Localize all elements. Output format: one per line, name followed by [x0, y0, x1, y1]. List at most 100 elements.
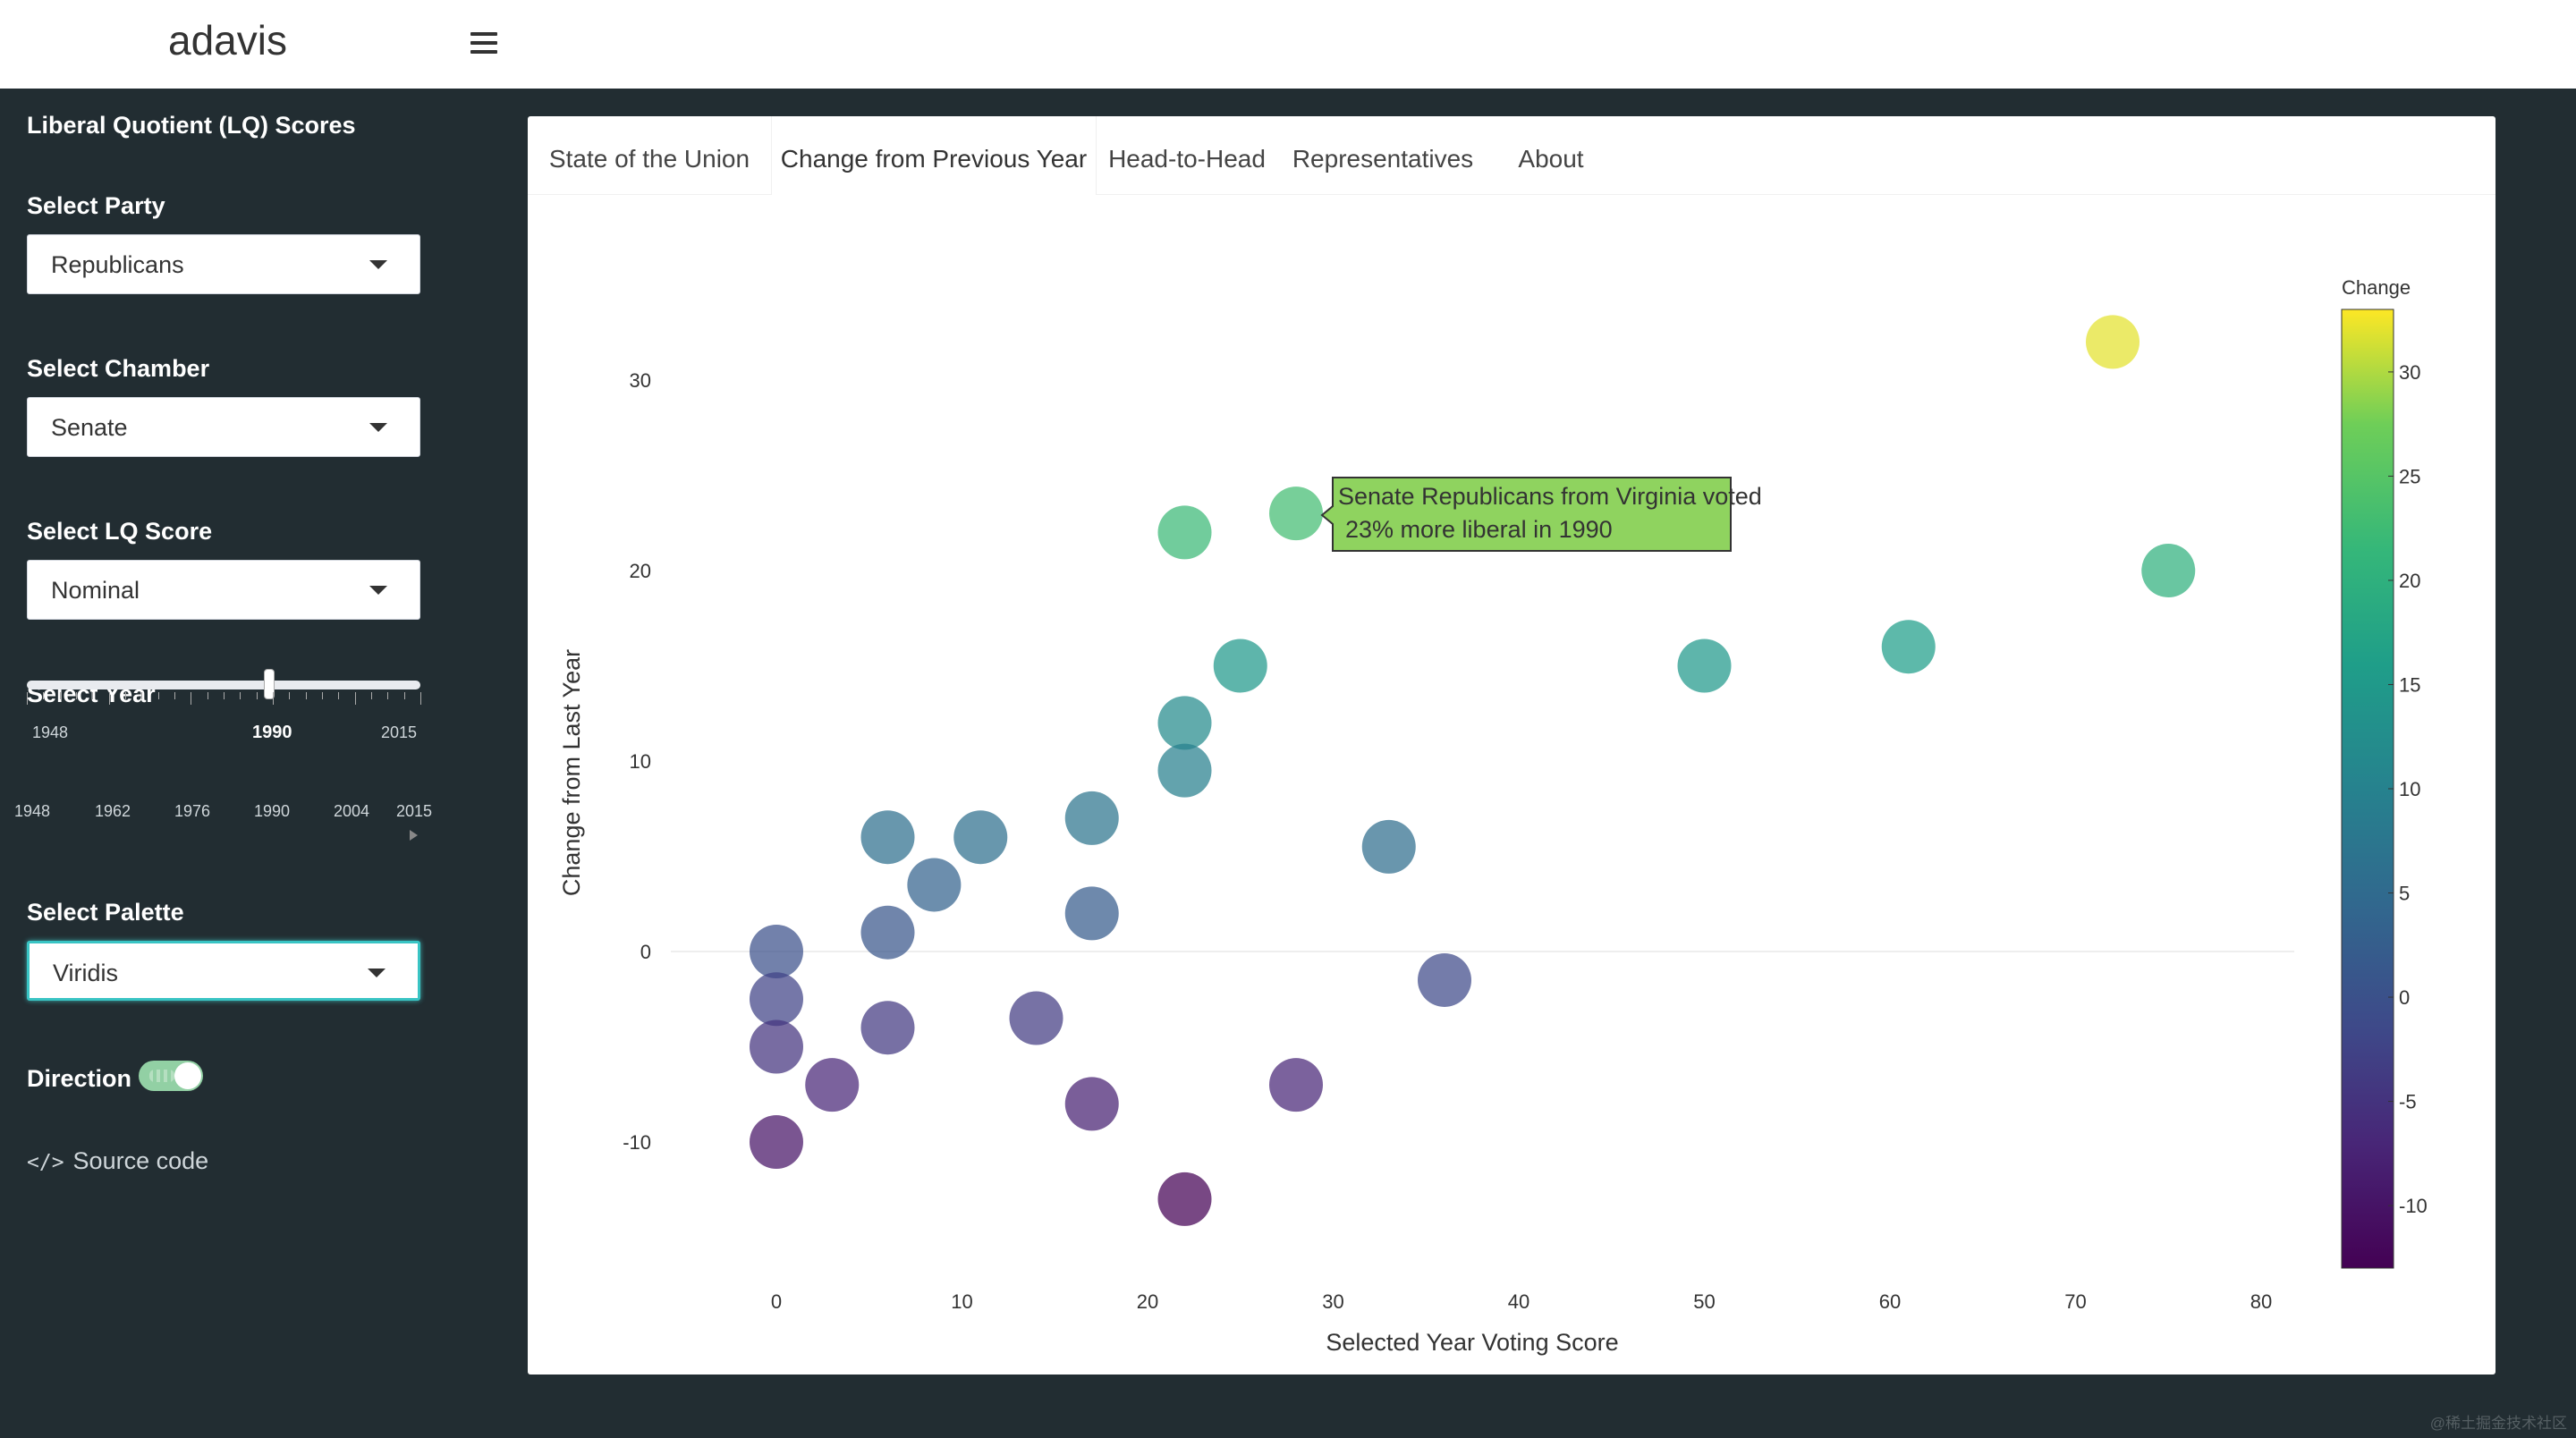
scatter-point[interactable] [1009, 991, 1063, 1045]
hamburger-menu-icon[interactable] [470, 32, 497, 55]
source-code-link[interactable]: </> Source code [27, 1147, 208, 1175]
x-axis-title: Selected Year Voting Score [1326, 1329, 1618, 1356]
tab-change-from-previous-year[interactable]: Change from Previous Year [771, 116, 1097, 195]
year-slider-ticks [27, 692, 421, 710]
year-slider-tick [240, 692, 242, 699]
brand-title: adavis [168, 17, 287, 63]
palette-select[interactable]: Viridis [27, 941, 420, 1001]
colorbar-tick-label: 0 [2399, 986, 2410, 1009]
year-slider-tick [338, 692, 340, 699]
scatter-point[interactable] [1064, 886, 1119, 941]
x-tick-label: 10 [951, 1290, 972, 1313]
scatter-point[interactable] [1213, 639, 1267, 693]
y-tick-label: 10 [630, 750, 651, 773]
scatter-point[interactable] [1418, 952, 1471, 1007]
year-slider-tick [174, 692, 175, 699]
scatter-point[interactable] [1157, 696, 1212, 750]
year-tick-label: 1962 [94, 802, 131, 820]
scatter-point[interactable] [1064, 1077, 1119, 1131]
x-tick-label: 60 [1879, 1290, 1901, 1313]
direction-label: Direction [27, 1065, 132, 1092]
chamber-select-value: Senate [51, 414, 128, 441]
year-slider-tick [289, 692, 291, 699]
colorbar-tick-label: 30 [2399, 361, 2420, 384]
year-slider-current: 1990 [252, 723, 292, 742]
year-slider-track[interactable] [27, 681, 420, 689]
year-slider-tick [224, 692, 225, 699]
y-tick-label: 30 [630, 369, 651, 392]
scatter-point[interactable] [2086, 315, 2140, 369]
scatter-point[interactable] [953, 810, 1008, 865]
colorbar-tick-label: 10 [2399, 778, 2420, 800]
colorbar-tick-label: 25 [2399, 465, 2420, 487]
scatter-point[interactable] [907, 858, 962, 912]
party-label: Select Party [27, 192, 165, 219]
watermark: @稀土掘金技术社区 [2429, 1415, 2567, 1432]
scatter-point[interactable] [2141, 544, 2196, 597]
x-tick-label: 70 [2064, 1290, 2086, 1313]
party-select-value: Republicans [51, 251, 184, 278]
scatter-point[interactable] [1361, 819, 1416, 874]
play-animation-icon[interactable] [410, 830, 418, 841]
year-slider-handle[interactable] [264, 669, 275, 699]
scatter-point[interactable] [860, 905, 915, 960]
scatter-point[interactable] [1157, 743, 1212, 798]
tab-about[interactable]: About [1518, 145, 1584, 173]
code-icon: </> [27, 1151, 64, 1174]
year-slider-tick [59, 692, 61, 699]
year-slider-tick [256, 692, 258, 699]
chamber-select[interactable]: Senate [27, 397, 420, 457]
year-slider-tick [76, 692, 77, 699]
main-panel: State of the Union Change from Previous … [528, 116, 2496, 1375]
sidebar-title: Liberal Quotient (LQ) Scores [27, 112, 356, 139]
x-tick-label: 30 [1322, 1290, 1343, 1313]
scatter-point[interactable] [1677, 639, 1732, 693]
colorbar-tick-label: 15 [2399, 673, 2420, 696]
year-slider-tick [273, 692, 274, 705]
tooltip-line-2: 23% more liberal in 1990 [1345, 516, 1613, 543]
year-slider-tick [125, 692, 126, 699]
x-tick-label: 40 [1508, 1290, 1530, 1313]
colorbar-tick-label: 20 [2399, 570, 2420, 592]
scatter-point[interactable] [1269, 1058, 1323, 1112]
palette-select-value: Viridis [53, 960, 119, 986]
scatter-point[interactable] [750, 1115, 803, 1169]
y-tick-label: 0 [640, 941, 651, 963]
scatter-point[interactable] [805, 1058, 860, 1112]
year-tick-label: 1948 [13, 802, 51, 820]
scatter-point[interactable] [750, 972, 803, 1027]
colorbar-tick-label: 5 [2399, 883, 2410, 905]
toggle-knob [174, 1062, 201, 1089]
chevron-down-icon [369, 586, 387, 595]
scatter-point[interactable] [1269, 486, 1323, 541]
y-axis-title: Change from Last Year [558, 649, 585, 896]
year-slider-min: 1948 [32, 723, 69, 741]
scatter-point[interactable] [750, 1019, 803, 1074]
x-tick-label: 80 [2250, 1290, 2272, 1313]
year-slider-tick [354, 692, 356, 705]
scatter-point[interactable] [1157, 505, 1212, 560]
year-slider-tick [420, 692, 421, 705]
scatter-point[interactable] [860, 810, 915, 865]
year-slider-tick [27, 692, 28, 705]
scatter-point[interactable] [1157, 1172, 1212, 1226]
tab-head-to-head[interactable]: Head-to-Head [1108, 145, 1266, 173]
year-tick-label: 1990 [253, 802, 291, 820]
direction-toggle[interactable] [139, 1061, 203, 1091]
chamber-label: Select Chamber [27, 355, 210, 382]
scatter-point[interactable] [1064, 791, 1119, 845]
year-tick-label: 2015 [395, 802, 433, 820]
y-tick-label: 20 [630, 560, 651, 582]
year-slider-tick [157, 692, 159, 699]
scatter-point[interactable] [750, 925, 803, 978]
scatter-point[interactable] [860, 1001, 915, 1055]
colorbar-gradient [2341, 309, 2394, 1269]
tab-representatives[interactable]: Representatives [1292, 145, 1474, 173]
colorbar-title: Change [2342, 276, 2411, 299]
x-tick-label: 0 [771, 1290, 782, 1313]
tab-state-of-the-union[interactable]: State of the Union [548, 145, 750, 173]
lq-score-select[interactable]: Nominal [27, 560, 420, 620]
year-tick-label: 2004 [333, 802, 370, 820]
party-select[interactable]: Republicans [27, 234, 420, 294]
scatter-point[interactable] [1881, 620, 1936, 674]
